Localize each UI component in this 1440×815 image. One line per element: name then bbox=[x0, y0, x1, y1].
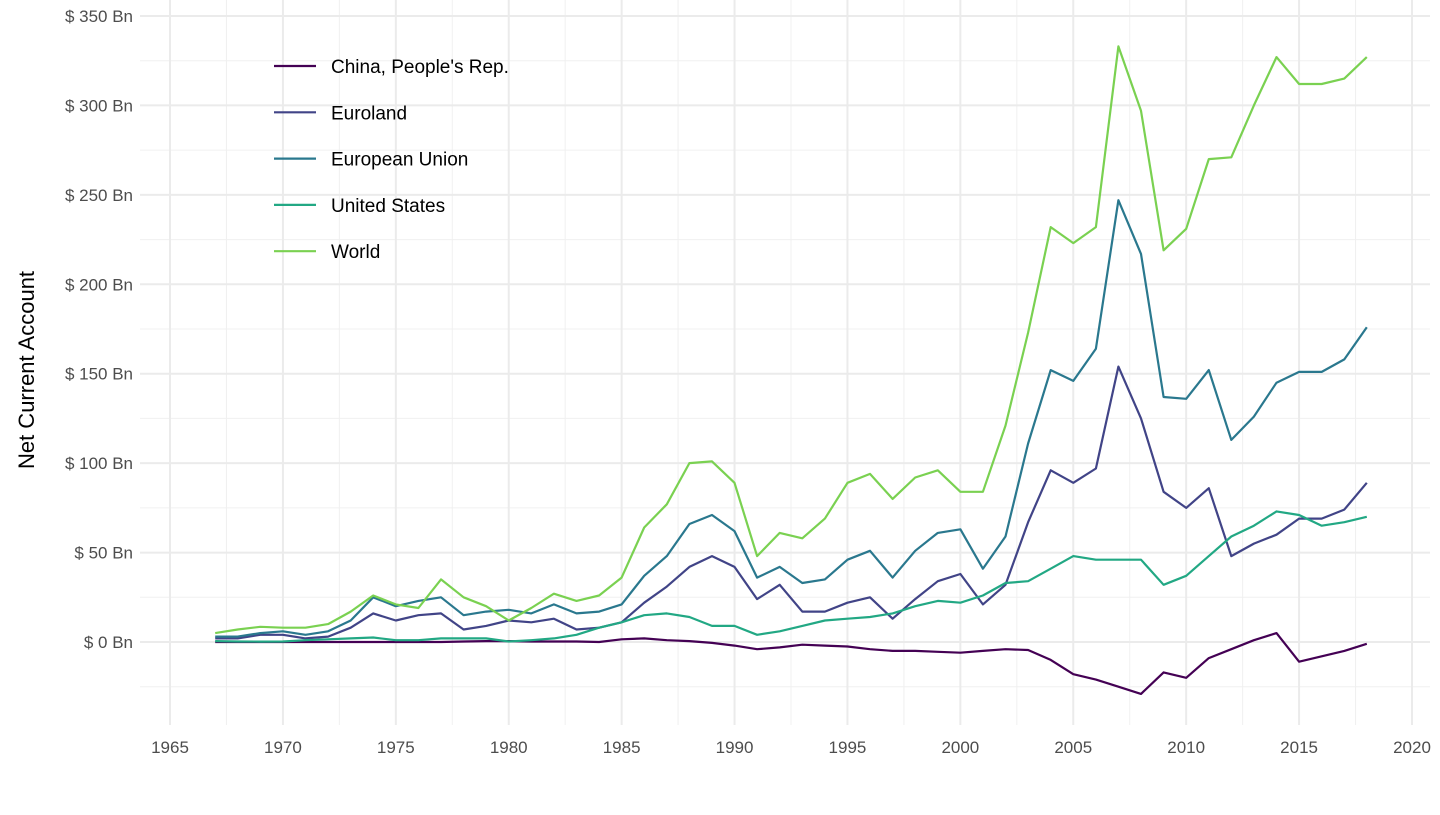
legend-label: European Union bbox=[331, 150, 468, 171]
legend-label: China, People's Rep. bbox=[331, 57, 509, 78]
y-tick-label: $ 300 Bn bbox=[65, 96, 133, 115]
y-tick-label: $ 0 Bn bbox=[84, 633, 133, 652]
series-line-european-union bbox=[215, 199, 1368, 638]
grid bbox=[140, 0, 1430, 725]
x-tick-label: 2020 bbox=[1393, 738, 1431, 757]
legend-label: World bbox=[331, 242, 380, 263]
legend: China, People's Rep. Euroland European Uni… bbox=[274, 57, 509, 263]
x-tick-label: 1980 bbox=[490, 738, 528, 757]
series-line-united-states bbox=[215, 510, 1368, 643]
series-line-china-people-s-rep bbox=[215, 631, 1368, 696]
legend-label: United States bbox=[331, 196, 445, 217]
y-tick-label: $ 150 Bn bbox=[65, 365, 133, 384]
y-axis-label: Net Current Account bbox=[14, 271, 39, 469]
x-tick-label: 1965 bbox=[151, 738, 189, 757]
x-tick-label: 2005 bbox=[1054, 738, 1092, 757]
y-tick-label: $ 50 Bn bbox=[74, 544, 133, 563]
x-tick-label: 2010 bbox=[1167, 738, 1205, 757]
y-tick-label: $ 200 Bn bbox=[65, 275, 133, 294]
y-axis-ticks: $ 0 Bn $ 50 Bn $ 100 Bn $ 150 Bn $ 200 Bn $ 2… bbox=[65, 7, 133, 652]
x-tick-label: 1975 bbox=[377, 738, 415, 757]
x-tick-label: 2015 bbox=[1280, 738, 1318, 757]
series-lines bbox=[215, 45, 1368, 696]
x-tick-label: 1990 bbox=[716, 738, 754, 757]
y-tick-label: $ 250 Bn bbox=[65, 186, 133, 205]
series-line-world bbox=[215, 45, 1368, 635]
x-tick-label: 1985 bbox=[603, 738, 641, 757]
legend-label: Euroland bbox=[331, 103, 407, 124]
x-axis-ticks: 1965 1970 1975 1980 1985 1990 1995 2000 2005 2010… bbox=[151, 738, 1431, 757]
x-tick-label: 2000 bbox=[941, 738, 979, 757]
y-tick-label: $ 350 Bn bbox=[65, 7, 133, 26]
y-tick-label: $ 100 Bn bbox=[65, 454, 133, 473]
x-tick-label: 1970 bbox=[264, 738, 302, 757]
x-tick-label: 1995 bbox=[829, 738, 867, 757]
series-line-euroland bbox=[215, 365, 1368, 640]
